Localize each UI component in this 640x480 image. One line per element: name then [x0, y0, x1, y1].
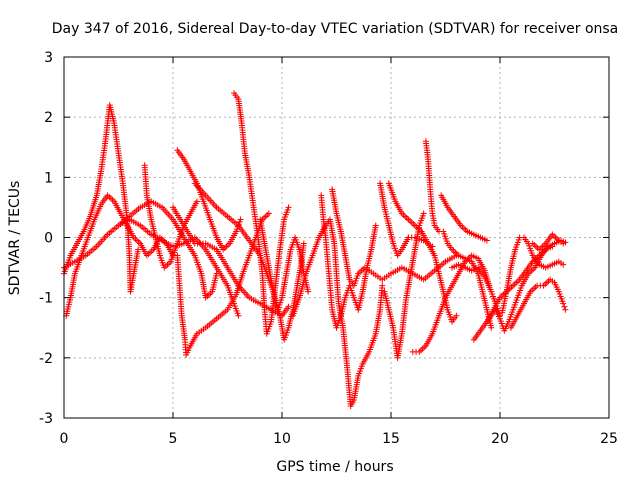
series-arc-21	[449, 261, 503, 319]
series-arc-19	[422, 138, 495, 331]
data-points	[61, 90, 569, 409]
y-tick-label: -3	[39, 411, 53, 427]
y-tick-label: 1	[44, 170, 53, 186]
data-point	[265, 210, 272, 217]
data-point	[560, 240, 567, 247]
data-point	[560, 261, 567, 268]
y-tick-label: -1	[39, 291, 53, 307]
data-point-sample	[561, 303, 568, 310]
series-arc-20	[438, 192, 490, 244]
x-tick-label: 10	[273, 431, 291, 447]
x-tick-label: 20	[491, 431, 509, 447]
series-arc-4	[115, 216, 242, 319]
x-axis-label: GPS time / hours	[276, 459, 393, 475]
data-point	[285, 303, 292, 310]
data-point	[379, 282, 386, 289]
series-arc-5	[141, 162, 200, 271]
data-point	[420, 210, 427, 217]
data-point	[285, 204, 292, 211]
y-tick-label: 3	[44, 50, 53, 66]
series-arc-14	[329, 186, 460, 289]
series-arc-9	[191, 180, 307, 343]
axis-ticks: 0 5 10 15 20 25 -3 -2 -1 0 1 2 3	[39, 50, 618, 447]
y-tick-label: 2	[44, 110, 53, 126]
x-tick-label: 15	[382, 431, 400, 447]
series-arc-26	[529, 231, 567, 253]
data-point	[372, 222, 379, 229]
series-arc-25	[507, 276, 569, 331]
data-point	[237, 216, 244, 223]
data-point	[135, 246, 142, 253]
series-arc-3	[61, 198, 220, 301]
series-arc-23	[483, 237, 569, 334]
series-arc-12	[289, 216, 386, 409]
data-point	[300, 240, 307, 247]
series-arc-10	[231, 90, 292, 337]
x-tick-label: 5	[169, 431, 178, 447]
data-point	[562, 306, 569, 313]
series-arc-8	[174, 147, 244, 253]
data-point	[560, 300, 567, 307]
series-arc-7	[170, 204, 292, 319]
y-tick-label: -2	[39, 351, 53, 367]
series-arc-15	[377, 180, 436, 259]
y-axis-label: SDTVAR / TECUs	[7, 181, 23, 296]
series-arc-18	[409, 252, 493, 355]
series-arc-1	[61, 102, 142, 295]
x-tick-label: 25	[600, 431, 618, 447]
x-tick-label: 0	[60, 431, 69, 447]
y-tick-label: 0	[44, 231, 53, 247]
series-arc-13	[318, 192, 379, 331]
data-point	[193, 198, 200, 205]
chart-title: Day 347 of 2016, Sidereal Day-to-day VTE…	[52, 21, 619, 37]
data-point	[235, 312, 242, 319]
data-point	[453, 312, 460, 319]
data-point	[305, 288, 312, 295]
data-point	[488, 324, 495, 331]
series-arc-24	[499, 234, 567, 316]
series-arc-17	[385, 180, 460, 325]
data-point	[483, 237, 490, 244]
